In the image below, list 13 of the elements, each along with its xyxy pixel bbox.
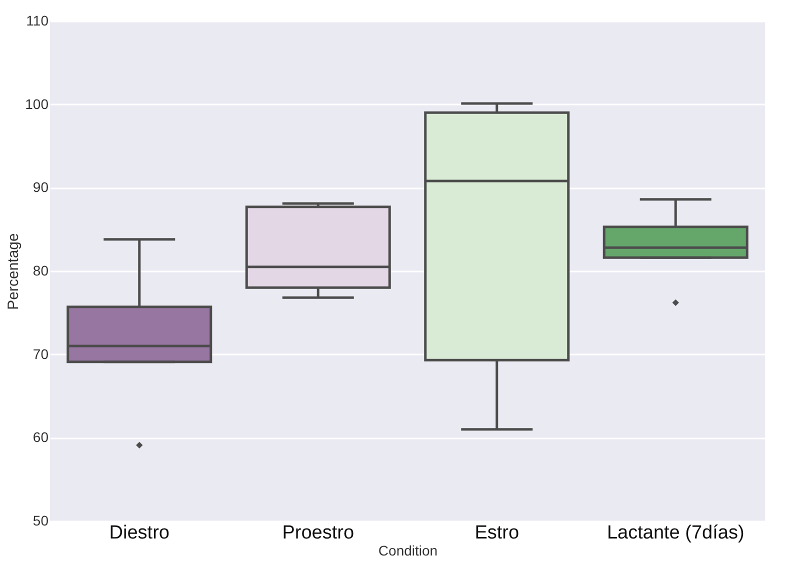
y-tick-label: 70 (32, 346, 49, 362)
y-tick-label: 80 (32, 262, 49, 278)
y-tick-label: 110 (26, 12, 49, 28)
x-tick-label: Diestro (109, 522, 170, 544)
x-axis-title: Condition (378, 542, 438, 558)
y-tick-label: 90 (32, 179, 49, 196)
x-tick-label: Estro (474, 522, 520, 544)
y-tick-label: 60 (32, 429, 49, 446)
y-axis-title: Percentage (5, 233, 22, 310)
y-tick-label: 50 (32, 512, 49, 528)
x-tick-label: Proestro (282, 522, 354, 544)
y-tick-label: 100 (25, 96, 49, 112)
x-tick-label: Lactante (7días) (606, 522, 744, 544)
